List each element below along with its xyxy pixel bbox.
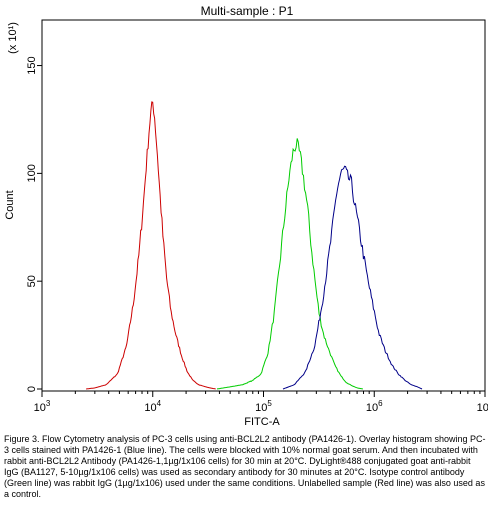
flow-cytometry-histogram: Multi-sample : P1 (x 10¹) Count FITC-A 0… [4, 4, 488, 428]
x-tick-label: 106 [366, 399, 383, 414]
x-axis-label: FITC-A [244, 416, 280, 428]
x-tick-label: 104 [144, 399, 161, 414]
y-tick-label: 100 [26, 164, 38, 182]
y-tick-label: 0 [26, 386, 38, 392]
x-tick-label: 103 [34, 399, 51, 414]
y-axis-label: Count [4, 190, 16, 219]
y-tick-label: 50 [26, 275, 38, 287]
chart-title: Multi-sample : P1 [201, 4, 294, 18]
plot-frame [41, 19, 486, 392]
histogram-series-3 [282, 165, 423, 390]
histogram-series-1 [86, 101, 216, 390]
y-axis-ticks: 0 50 100 150 [26, 56, 42, 392]
x-axis-ticks: 103 104 105 106 107 [34, 391, 488, 414]
y-tick-label: 150 [26, 56, 38, 74]
x-tick-label: 105 [255, 399, 272, 414]
histogram-series-2 [216, 138, 363, 390]
y-multiplier-label: (x 10¹) [7, 22, 19, 54]
x-tick-label: 107 [477, 399, 488, 414]
figure-caption: Figure 3. Flow Cytometry analysis of PC-… [4, 434, 486, 499]
series-layer [86, 101, 423, 390]
